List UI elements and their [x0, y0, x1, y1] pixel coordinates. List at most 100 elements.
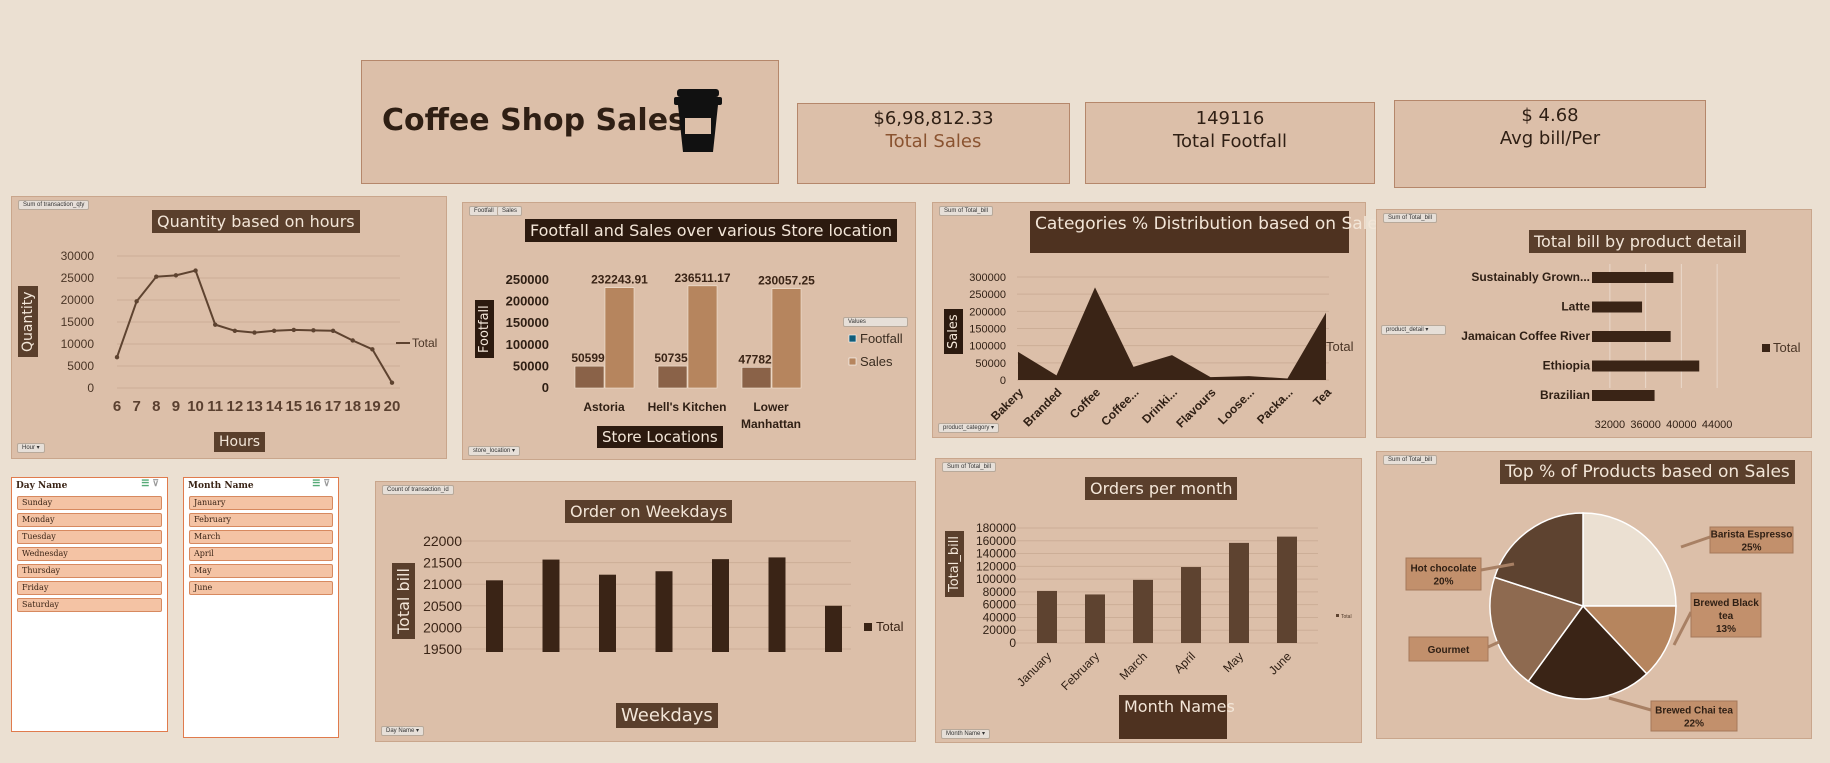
- store-legend-marker: [848, 334, 857, 343]
- weekday-bar: [712, 559, 729, 652]
- hour-axis-filter[interactable]: Hour: [17, 443, 45, 453]
- month-field-tag[interactable]: Sum of Total_bill: [942, 462, 996, 472]
- month-y-tick: 160000: [976, 534, 1016, 548]
- product-y-tick: Jamaican Coffee River: [1461, 329, 1590, 343]
- pie-slice: [1493, 512, 1584, 608]
- month-name-filter[interactable]: Month Name: [941, 729, 991, 739]
- sales-field-tag[interactable]: Sales: [497, 206, 523, 216]
- month-slicer-item-june[interactable]: June: [189, 581, 333, 595]
- multi-select-icon[interactable]: ☰: [312, 479, 321, 489]
- product-detail-filter[interactable]: product_detail: [1381, 325, 1446, 335]
- month-y-tick: 100000: [976, 572, 1016, 586]
- store-data-label: 232243.91: [591, 273, 648, 287]
- store-bar-sales: [687, 285, 718, 389]
- store-legend-marker: [848, 357, 857, 366]
- month-x-tick: January: [1014, 649, 1054, 689]
- pie-data-label: Barista Espresso: [1711, 530, 1793, 541]
- multi-select-icon[interactable]: ☰: [141, 479, 150, 489]
- weekday-x-axis-title: Weekdays: [616, 703, 718, 728]
- month-slicer-title: Month Name: [188, 481, 254, 491]
- pie-chart-panel: Sum of Total_bill Top % of Products base…: [1376, 451, 1812, 739]
- month-bar: [1085, 594, 1105, 643]
- store-x-tick: Lower: [753, 400, 789, 414]
- product-chart-title: Total bill by product detail: [1529, 230, 1747, 253]
- month-y-tick: 0: [1009, 636, 1016, 650]
- pie-leader-line: [1480, 562, 1515, 572]
- store-y-tick: 100000: [506, 337, 549, 352]
- day-name-filter[interactable]: Day Name: [381, 726, 425, 736]
- values-legend-tag[interactable]: Values: [843, 317, 908, 327]
- pie-leader-line: [1672, 611, 1693, 646]
- category-x-tick: Coffee...: [1098, 385, 1141, 428]
- store-bar-footfall: [657, 365, 688, 389]
- pie-slice: [1527, 604, 1648, 700]
- month-bar: [1277, 536, 1297, 643]
- month-y-tick: 20000: [983, 623, 1017, 637]
- hours-y-tick: 0: [87, 381, 94, 395]
- hours-field-tag[interactable]: Sum of transaction_qty: [18, 200, 90, 210]
- store-x-tick: Manhattan: [741, 417, 801, 431]
- day-slicer-item-tuesday[interactable]: Tuesday: [17, 530, 162, 544]
- pie-leader-line: [1608, 696, 1652, 712]
- category-y-tick: 0: [1000, 375, 1006, 387]
- month-slicer-item-january[interactable]: January: [189, 496, 333, 510]
- month-slicer-item-february[interactable]: February: [189, 513, 333, 527]
- month-slicer-item-march[interactable]: March: [189, 530, 333, 544]
- month-bar-chart: 0200004000060000800001000001200001400001…: [976, 521, 1352, 693]
- clear-filter-icon[interactable]: ⊽: [152, 479, 159, 489]
- kpi-footfall-value: 149116: [1195, 108, 1265, 129]
- category-field-tag[interactable]: Sum of Total_bill: [939, 206, 993, 216]
- month-slicer-item-may[interactable]: May: [189, 564, 333, 578]
- hours-x-tick: 8: [152, 398, 160, 415]
- store-bar-footfall: [741, 367, 772, 389]
- product-category-filter[interactable]: product_category: [938, 423, 1000, 433]
- pie-label-box: [1709, 526, 1794, 554]
- category-y-tick: 200000: [969, 306, 1006, 318]
- day-slicer-item-monday[interactable]: Monday: [17, 513, 162, 527]
- category-y-tick: 50000: [975, 358, 1006, 370]
- store-legend-label: Sales: [860, 354, 893, 369]
- month-y-tick: 140000: [976, 547, 1016, 561]
- category-y-tick: 100000: [969, 341, 1006, 353]
- hours-x-tick: 17: [325, 398, 342, 415]
- category-y-tick: 300000: [969, 272, 1006, 284]
- product-x-tick: 36000: [1630, 419, 1661, 431]
- pie-data-label: 13%: [1716, 624, 1736, 635]
- hours-point: [154, 274, 159, 279]
- hours-point: [134, 299, 139, 304]
- clear-filter-icon[interactable]: ⊽: [323, 479, 330, 489]
- day-slicer-item-thursday[interactable]: Thursday: [17, 564, 162, 578]
- pie-chart-title: Top % of Products based on Sales: [1500, 460, 1795, 484]
- month-slicer-item-april[interactable]: April: [189, 547, 333, 561]
- month-y-tick: 60000: [983, 598, 1017, 612]
- day-slicer-item-saturday[interactable]: Saturday: [17, 598, 162, 612]
- weekday-bar: [655, 571, 673, 652]
- weekday-bar: [825, 605, 842, 652]
- pie-label-box: [1405, 557, 1482, 591]
- month-bar: [1037, 590, 1057, 643]
- day-slicer-item-wednesday[interactable]: Wednesday: [17, 547, 162, 561]
- product-field-tag[interactable]: Sum of Total_bill: [1383, 213, 1437, 223]
- hours-x-tick: 18: [344, 398, 361, 415]
- store-location-filter[interactable]: store_location: [468, 446, 521, 456]
- pie-field-tag[interactable]: Sum of Total_bill: [1383, 455, 1437, 465]
- category-x-tick: Bakery: [988, 385, 1026, 423]
- weekday-bar: [599, 574, 616, 652]
- category-x-tick: Branded: [1020, 385, 1064, 429]
- coffee-cup-icon: [674, 89, 722, 152]
- category-x-tick: Tea: [1310, 385, 1334, 409]
- kpi-sales-label: Total Sales: [885, 131, 982, 152]
- store-chart-title: Footfall and Sales over various Store lo…: [525, 219, 898, 242]
- category-y-axis-title: Sales: [944, 309, 963, 354]
- store-bar-footfall: [574, 365, 605, 389]
- product-legend-marker: [1762, 344, 1770, 352]
- product-x-tick: 32000: [1595, 419, 1626, 431]
- day-slicer-item-sunday[interactable]: Sunday: [17, 496, 162, 510]
- day-slicer-item-friday[interactable]: Friday: [17, 581, 162, 595]
- weekday-field-tag[interactable]: Count of transaction_id: [382, 485, 454, 495]
- category-x-tick: Flavours: [1173, 385, 1218, 430]
- hours-y-tick: 25000: [61, 271, 95, 285]
- weekday-legend-label: Total: [876, 619, 904, 634]
- store-y-tick: 0: [542, 380, 549, 395]
- month-chart-title: Orders per month: [1085, 477, 1238, 500]
